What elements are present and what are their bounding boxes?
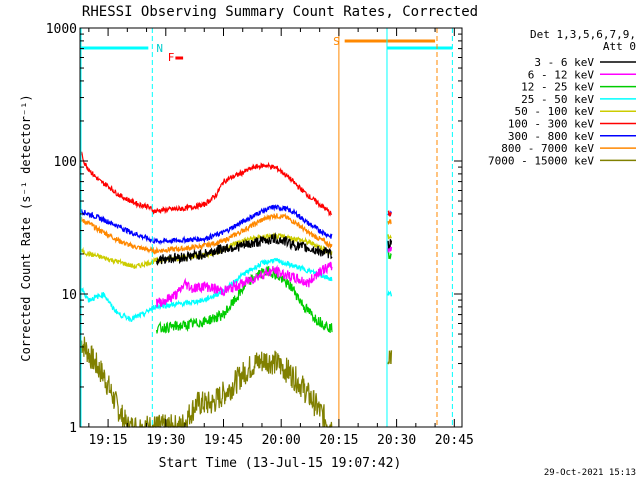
series-line (80, 257, 333, 323)
series-line (387, 234, 392, 240)
legend-label: 800 - 7000 keV (501, 142, 594, 155)
legend-header-line2: Att 0 (603, 40, 636, 53)
legend-label: 50 - 100 keV (515, 105, 595, 118)
series-line (387, 290, 393, 297)
y-axis-label: Corrected Count Rate (s⁻¹ detector⁻¹) (19, 94, 33, 361)
series-line (80, 336, 333, 428)
series-line (387, 239, 393, 249)
y-axis: 1 10 100 1000 (46, 22, 462, 436)
chart-title: RHESSI Observing Summary Count Rates, Co… (82, 4, 478, 20)
legend-label: 300 - 800 keV (508, 130, 594, 143)
x-tick-label: 20:15 (319, 433, 358, 448)
legend-label: 6 - 12 keV (528, 68, 595, 81)
flare-flag-label: F (168, 51, 175, 64)
saa-flag-label: S (333, 35, 340, 48)
series-100-300keV (80, 151, 392, 217)
plot-frame (79, 27, 463, 428)
x-tick-label: 20:00 (262, 433, 301, 448)
series-50-100keV (80, 232, 392, 269)
y-tick-label: 1000 (46, 22, 77, 37)
series-3-6keV (156, 232, 393, 266)
flag-bars: NF S (80, 28, 453, 427)
legend-label: 12 - 25 keV (521, 81, 594, 94)
plot-area (80, 151, 393, 428)
x-axis: 19:15 19:30 19:45 20:00 20:15 20:30 20:45 (88, 28, 474, 448)
legend-label: 7000 - 15000 keV (488, 154, 594, 167)
series-800-7000keV (80, 213, 392, 255)
series-line (387, 248, 392, 260)
series-line (387, 350, 393, 365)
series-line (387, 245, 393, 253)
x-tick-label: 20:30 (377, 433, 416, 448)
legend-label: 100 - 300 keV (508, 118, 594, 131)
series-12-25keV (156, 248, 392, 334)
series-line (387, 218, 392, 226)
series-line (156, 232, 333, 266)
legend-header-line1: Det 1,3,5,6,7,9, (530, 28, 636, 41)
series-7000-15000keV (80, 336, 393, 428)
series-line (156, 261, 333, 308)
legend-label: 25 - 50 keV (521, 93, 594, 106)
x-tick-label: 19:30 (146, 433, 185, 448)
legend-label: 3 - 6 keV (534, 56, 594, 69)
y-tick-label: 100 (54, 155, 77, 170)
x-tick-label: 19:15 (89, 433, 128, 448)
x-axis-label: Start Time (13-Jul-15 19:07:42) (159, 456, 402, 471)
series-line (80, 213, 333, 255)
series-line (387, 209, 392, 217)
series-line (80, 203, 333, 246)
series-6-12keV (156, 245, 393, 308)
y-tick-label: 1 (69, 421, 77, 436)
y-tick-label: 10 (61, 288, 77, 303)
x-tick-label: 20:45 (435, 433, 474, 448)
series-line (80, 151, 333, 217)
series-25-50keV (80, 257, 393, 323)
x-tick-label: 19:45 (204, 433, 243, 448)
night-flag-label: N (156, 42, 163, 55)
series-line (156, 265, 333, 334)
timestamp: 29-Oct-2021 15:13 (544, 468, 636, 478)
series-300-800keV (80, 203, 392, 246)
